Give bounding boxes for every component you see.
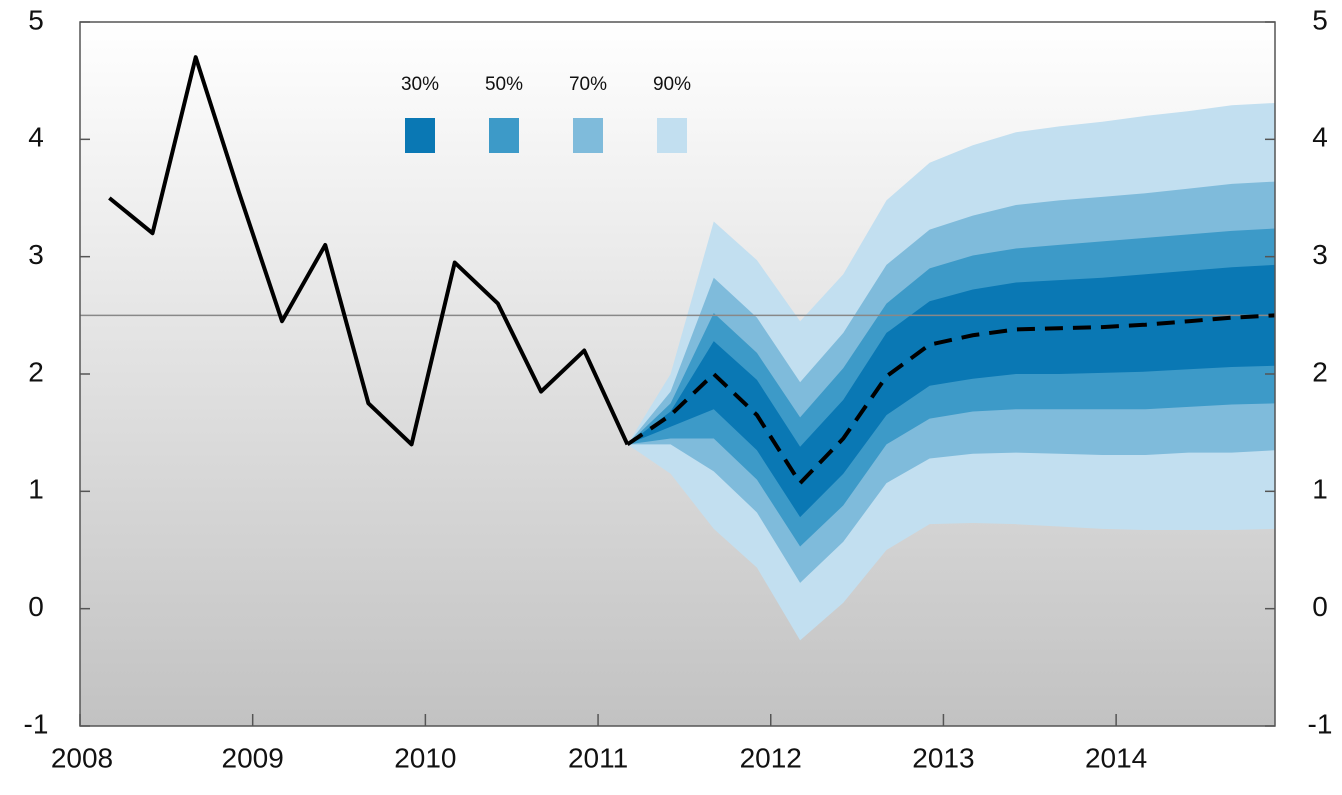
legend-label: 90%: [653, 74, 691, 95]
y-tick-label: 2: [28, 356, 44, 387]
legend-label: 50%: [485, 74, 523, 95]
median-line: [626, 313, 1276, 487]
legend-swatch: [489, 118, 519, 153]
y-tick-label: 5: [28, 4, 44, 35]
y-tick-label: 3: [28, 239, 44, 270]
y-tick-label-right: 1: [1312, 474, 1328, 505]
y-tick-label: 4: [28, 122, 44, 153]
x-tick-label: 2008: [51, 742, 113, 773]
history-line: [108, 55, 630, 447]
legend-swatch: [573, 118, 603, 153]
x-tick-label: 2009: [222, 742, 284, 773]
legend-label: 30%: [401, 74, 439, 95]
x-tick-label: 2011: [568, 742, 628, 773]
y-tick-label: -1: [24, 708, 49, 739]
y-tick-label-right: 5: [1312, 4, 1328, 35]
x-tick-label: 2014: [1085, 742, 1147, 773]
legend-swatch: [657, 118, 687, 153]
y-tick-label-right: 3: [1312, 239, 1328, 270]
y-tick-label-right: 2: [1312, 356, 1328, 387]
y-tick-label: 0: [28, 591, 44, 622]
x-tick-label: 2010: [394, 742, 456, 773]
x-tick-label: 2012: [740, 742, 802, 773]
y-tick-label-right: -1: [1308, 708, 1333, 739]
y-tick-label-right: 4: [1312, 122, 1328, 153]
x-tick-label: 2013: [912, 742, 974, 773]
y-tick-label-right: 0: [1312, 591, 1328, 622]
legend-swatch: [405, 118, 435, 153]
legend-label: 70%: [569, 74, 607, 95]
y-tick-label: 1: [28, 474, 44, 505]
plot-layer: [80, 55, 1276, 641]
